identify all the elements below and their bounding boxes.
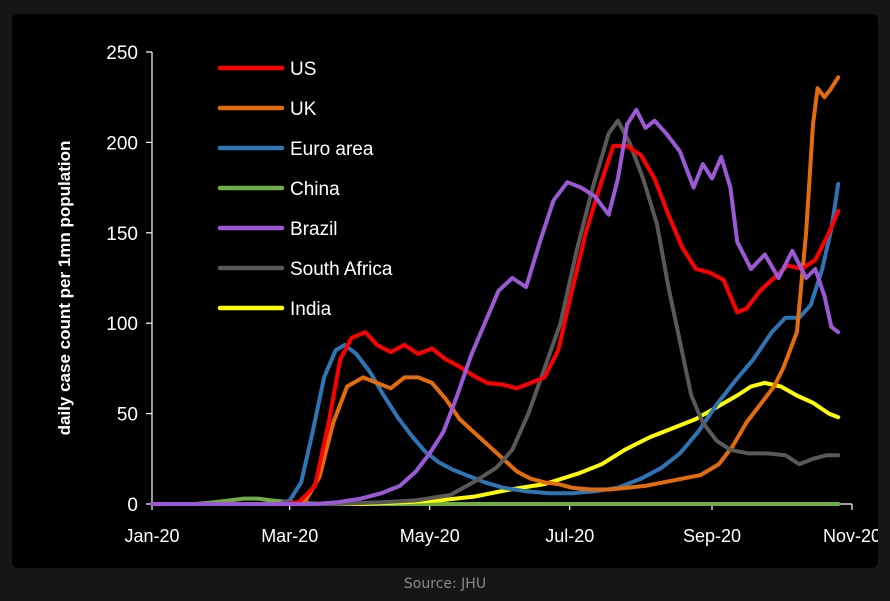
x-tick-label: Nov-20 [823, 526, 878, 546]
y-tick-label: 200 [106, 133, 138, 154]
legend-label: UK [290, 99, 317, 120]
legend-label: China [290, 179, 340, 200]
legend-label: Euro area [290, 139, 374, 160]
series-line-brazil [150, 107, 841, 506]
x-tick-label: May-20 [400, 526, 460, 546]
x-tick-label: Mar-20 [261, 526, 318, 546]
line-chart: 0 50 100 150 200 250 Jan-20 Mar-20 May-20 Jul-20 S… [55, 43, 878, 546]
y-tick-label: 150 [106, 224, 138, 245]
series-line-uk [150, 75, 841, 506]
series-line-india [150, 380, 841, 506]
y-tick-label: 50 [117, 405, 138, 426]
source-caption: Source: JHU [403, 576, 487, 592]
x-tick-label: Sep-20 [683, 526, 741, 546]
y-axis-label: daily case count per 1mn population [55, 141, 74, 436]
y-axis-label-group: daily case count per 1mn population [55, 141, 74, 436]
series-line-euro-area [150, 182, 841, 506]
series-line-us [150, 144, 841, 506]
legend-label: India [290, 299, 332, 320]
series-line-south-africa [150, 118, 841, 506]
chart-panel: 0 50 100 150 200 250 Jan-20 Mar-20 May-20 Jul-20 S… [12, 14, 878, 568]
series-lines [150, 75, 841, 506]
legend-label: South Africa [290, 259, 393, 280]
axes: 0 50 100 150 200 250 Jan-20 Mar-20 May-20 Jul-20 S… [106, 43, 878, 546]
legend-label: US [290, 59, 316, 80]
x-tick-label: Jul-20 [545, 526, 594, 546]
y-tick-label: 250 [106, 43, 138, 64]
legend: US UK Euro area China Brazil South Africa Indi… [217, 59, 393, 320]
y-tick-label: 0 [127, 495, 138, 516]
y-tick-label: 100 [106, 314, 138, 335]
x-tick-label: Jan-20 [124, 526, 179, 546]
legend-label: Brazil [290, 219, 338, 240]
